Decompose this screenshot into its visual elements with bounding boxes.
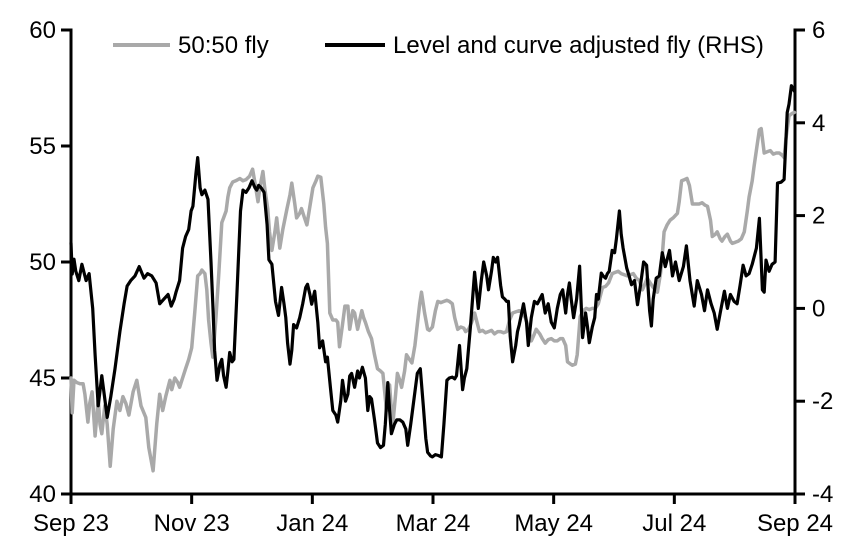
right-axis-tick-label: 6 [812, 17, 825, 44]
x-axis-tick-label: Sep 24 [757, 510, 833, 537]
series-lines [69, 84, 797, 473]
left-axis-tick-label: 55 [29, 133, 56, 160]
right-axis-tick-label: 4 [812, 110, 825, 137]
axes: 40 45 50 55 60 -4 -2 0 2 4 6 Sep 23 Nov 23 Jan 24 Mar … [29, 17, 833, 537]
x-axis-tick-label: May 24 [514, 510, 593, 537]
left-axis-tick-label: 45 [29, 365, 56, 392]
series-line-level-curve-adjusted-fly [69, 84, 797, 459]
x-axis-tick-label: Mar 24 [396, 510, 471, 537]
series-line-5050-fly [69, 110, 797, 473]
x-axis-tick-label: Jan 24 [276, 510, 348, 537]
legend-label-5050-fly: 50:50 fly [178, 32, 269, 59]
left-axis-tick-label: 60 [29, 17, 56, 44]
left-axis-tick-label: 50 [29, 249, 56, 276]
right-axis-tick-label: -2 [812, 388, 833, 415]
right-axis-tick-label: -4 [812, 481, 833, 508]
legend: 50:50 fly Level and curve adjusted fly (… [113, 32, 764, 59]
right-axis-tick-label: 0 [812, 295, 825, 322]
x-axis-tick-label: Nov 23 [154, 510, 230, 537]
x-axis-tick-label: Sep 23 [33, 510, 109, 537]
left-axis-tick-label: 40 [29, 481, 56, 508]
right-axis-tick-label: 2 [812, 203, 825, 230]
x-axis-tick-label: Jul 24 [642, 510, 706, 537]
legend-label-level-curve-fly: Level and curve adjusted fly (RHS) [393, 32, 764, 59]
